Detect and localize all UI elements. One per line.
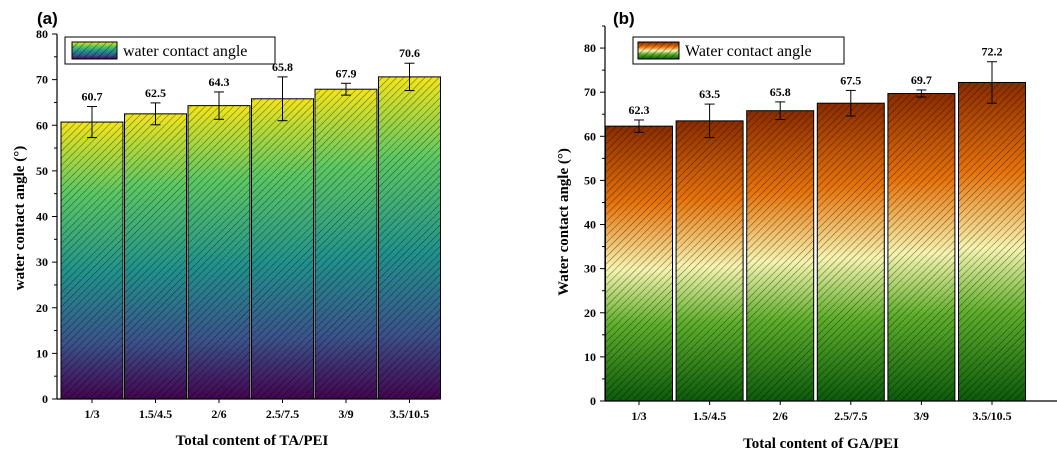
panel-b-bar-hatch-1 <box>676 120 744 402</box>
panel-a-x-tick-label-3: 2.5/7.5 <box>266 407 299 421</box>
panel-a-x-axis-title: Total content of TA/PEI <box>176 433 329 449</box>
panel-b-y-tick-label-4: 40 <box>584 218 596 232</box>
panel-a-y-tick-label-3: 30 <box>36 255 48 269</box>
panel-b-bar-hatch-3 <box>817 103 885 402</box>
panel-b-y-tick-label-2: 20 <box>584 306 596 320</box>
panel-b-x-tick-label-1: 1.5/4.5 <box>693 409 726 423</box>
panel-b-x-axis-title: Total content of GA/PEI <box>743 436 899 452</box>
panel-a-y-tick-label-2: 20 <box>36 301 48 315</box>
panel-b-value-label-1: 63.5 <box>699 87 720 101</box>
panel-a-value-label-2: 64.3 <box>209 75 230 89</box>
panel-a-legend-swatch-hatch <box>72 42 117 59</box>
panel-a-x-tick-label-5: 3.5/10.5 <box>390 407 429 421</box>
panel-b-x-tick-label-3: 2.5/7.5 <box>834 409 867 423</box>
panel-a-value-label-4: 67.9 <box>336 66 357 80</box>
panel-a-value-label-0: 60.7 <box>82 90 103 104</box>
panel-a-x-tick-label-4: 3/9 <box>338 407 353 421</box>
panel-b-bar-hatch-0 <box>605 126 673 401</box>
panel-b-bar-hatch-4 <box>887 93 955 401</box>
panel-b-y-axis-title: Water contact angle (°) <box>556 148 572 296</box>
panel-b-value-label-0: 62.3 <box>629 103 650 117</box>
panel-b-bar-hatch-2 <box>746 110 814 402</box>
panel-a-bar-hatch-0 <box>61 122 123 400</box>
panel-a-bar-hatch-3 <box>251 98 314 399</box>
panel-a-y-tick-label-1: 10 <box>36 346 48 360</box>
panel-a-y-tick-label-0: 0 <box>42 392 48 406</box>
panel-a-x-tick-label-2: 2/6 <box>211 407 226 421</box>
panel-a-legend-label: water contact angle <box>123 43 247 60</box>
panel-b-value-label-4: 69.7 <box>911 73 932 87</box>
panel-a-bar-hatch-2 <box>188 105 250 399</box>
panel-a-x-tick-label-1: 1.5/4.5 <box>139 407 172 421</box>
panel-a-y-tick-label-6: 60 <box>36 118 48 132</box>
panel-a-y-tick-label-5: 50 <box>36 164 48 178</box>
panel-b-x-tick-label-5: 3.5/10.5 <box>972 409 1011 423</box>
panel-b-y-tick-label-1: 10 <box>584 350 596 364</box>
panel-a-value-label-5: 70.6 <box>399 46 420 60</box>
panel-a-value-label-3: 65.8 <box>272 60 293 74</box>
panel-b-y-tick-label-0: 0 <box>590 394 596 408</box>
panel-b-y-tick-label-7: 70 <box>584 85 596 99</box>
panel-b-label: (b) <box>613 9 635 28</box>
panel-a-value-label-1: 62.5 <box>145 86 166 100</box>
panel-b-legend-label: Water contact angle <box>685 43 812 60</box>
panel-a-bar-hatch-5 <box>378 76 441 399</box>
panel-a-y-tick-label-4: 40 <box>36 210 48 224</box>
panel-b-value-label-2: 65.8 <box>770 85 791 99</box>
panel-b-y-tick-label-5: 50 <box>584 173 596 187</box>
panel-a-plot: 60.7 1/3 62.5 1.5/4.5 64.3 2/6 65.8 2.5/7.5 67.9… <box>36 27 441 421</box>
panel-b-x-tick-label-4: 3/9 <box>914 409 929 423</box>
panel-a-legend: water contact angle <box>64 36 276 65</box>
panel-a: (a) water contact angle (°) Total conten… <box>12 9 441 449</box>
panel-b-value-label-3: 67.5 <box>840 73 861 87</box>
panel-b-legend: Water contact angle <box>632 36 845 65</box>
panel-b-legend-swatch-hatch <box>638 42 679 59</box>
panel-a-bar-hatch-4 <box>315 89 377 400</box>
panel-b-value-label-5: 72.2 <box>982 45 1003 59</box>
panel-b-plot: 62.3 1/3 63.5 1.5/4.5 65.8 2/6 67.5 2.5/7.5 69.7… <box>584 25 1057 423</box>
panel-a-label: (a) <box>37 9 58 28</box>
panel-b: (b) Water contact angle (°) Total conten… <box>556 9 1057 452</box>
panel-a-bar-hatch-1 <box>124 113 187 399</box>
panel-b-y-tick-label-8: 80 <box>584 41 596 55</box>
panel-a-y-tick-label-7: 70 <box>36 73 48 87</box>
panel-b-x-tick-label-2: 2/6 <box>773 409 788 423</box>
panel-b-bar-hatch-5 <box>958 82 1026 402</box>
panel-a-x-tick-label-0: 1/3 <box>84 407 99 421</box>
panel-b-y-tick-label-6: 60 <box>584 129 596 143</box>
panel-a-y-axis-title: water contact angle (°) <box>12 146 28 290</box>
panel-a-y-tick-label-8: 80 <box>36 27 48 41</box>
panel-b-y-tick-label-3: 30 <box>584 262 596 276</box>
panel-b-x-tick-label-0: 1/3 <box>631 409 646 423</box>
